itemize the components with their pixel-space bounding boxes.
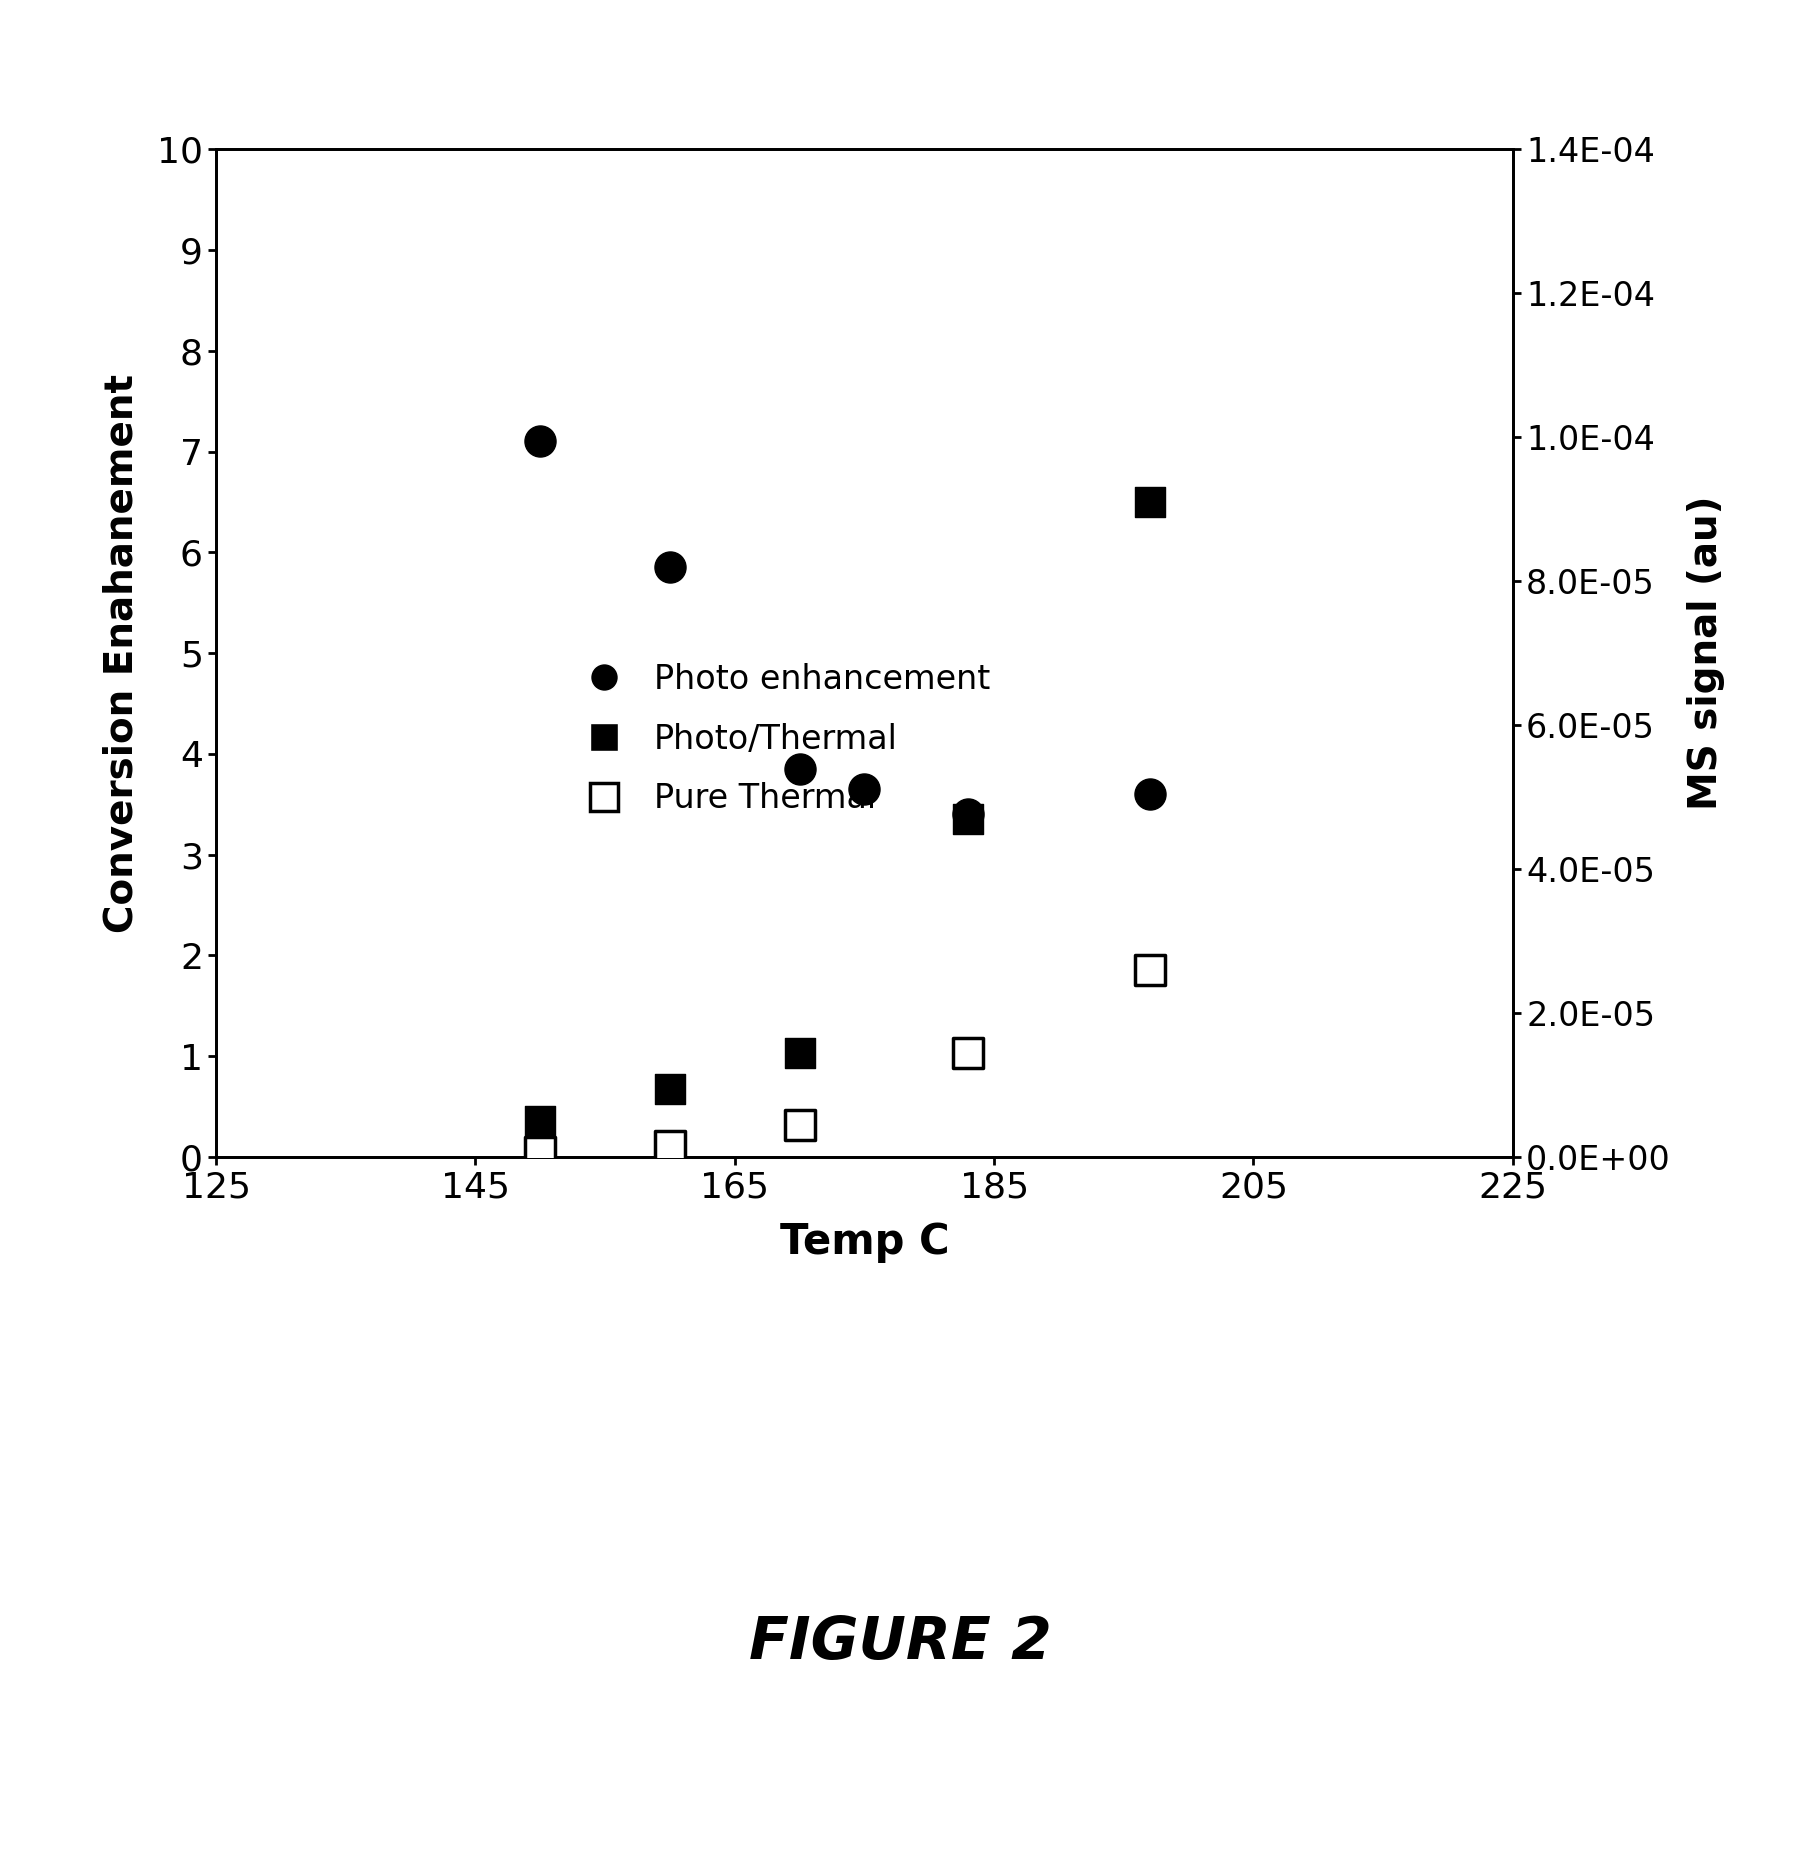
- Pure Thermal: [955, 1037, 983, 1067]
- Photo enhancement: [955, 799, 983, 829]
- Text: FIGURE 2: FIGURE 2: [749, 1614, 1052, 1670]
- Pure Thermal: [1135, 955, 1163, 985]
- Photo enhancement: [656, 552, 684, 582]
- Photo/Thermal: [526, 1107, 555, 1136]
- Photo/Thermal: [656, 1073, 684, 1103]
- Legend: Photo enhancement, Photo/Thermal, Pure Thermal: Photo enhancement, Photo/Thermal, Pure T…: [557, 649, 1003, 829]
- Photo enhancement: [785, 754, 814, 784]
- Pure Thermal: [785, 1110, 814, 1140]
- Y-axis label: MS signal (au): MS signal (au): [1688, 496, 1725, 810]
- Photo enhancement: [850, 774, 879, 804]
- Photo/Thermal: [785, 1037, 814, 1067]
- Photo enhancement: [526, 427, 555, 457]
- Photo/Thermal: [955, 804, 983, 834]
- Photo enhancement: [1135, 780, 1163, 810]
- Pure Thermal: [656, 1131, 684, 1161]
- Pure Thermal: [526, 1136, 555, 1166]
- Y-axis label: Conversion Enahanement: Conversion Enahanement: [103, 373, 140, 933]
- X-axis label: Temp C: Temp C: [780, 1220, 949, 1263]
- Photo/Thermal: [1135, 487, 1163, 517]
